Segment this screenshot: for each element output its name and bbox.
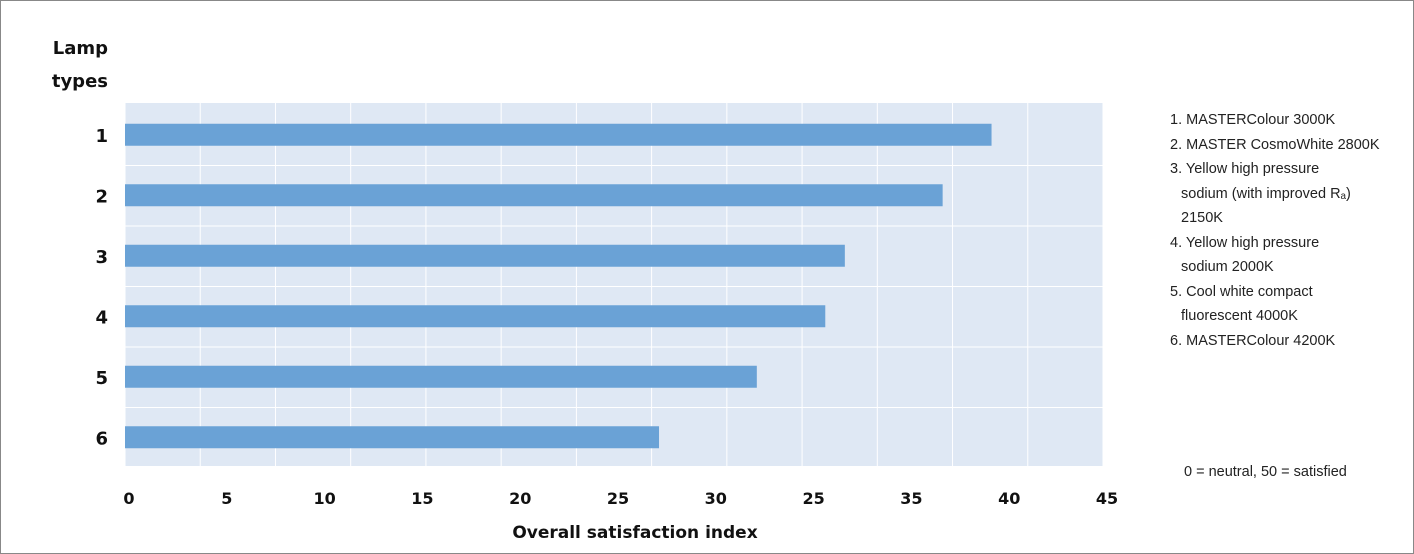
legend-item-text: 1. MASTERColour 3000K (1170, 112, 1336, 128)
bar-lamp-type-5 (125, 365, 757, 388)
x-tick-label: 25 (607, 489, 629, 508)
y-axis-title-line2: types (52, 71, 108, 92)
bar-lamp-type-1 (125, 123, 992, 146)
legend: 1. MASTERColour 3000K 2. MASTER CosmoWhit… (1170, 108, 1380, 353)
x-tick-label: 5 (221, 489, 232, 508)
x-tick-label: 20 (509, 489, 531, 508)
plot-area (125, 103, 1103, 466)
grid-lines (124, 103, 1104, 466)
legend-item-text: 3. Yellow high pressure (1170, 161, 1320, 177)
x-tick-label: 15 (411, 489, 433, 508)
x-tick-label: 30 (705, 489, 727, 508)
bar-lamp-type-2 (125, 184, 943, 207)
bar-lamp-type-3 (125, 244, 845, 267)
y-tick-labels: 1 2 3 4 5 6 (95, 126, 108, 450)
y-tick-label: 2 (95, 186, 108, 207)
legend-item-text: 5. Cool white compact (1170, 283, 1313, 300)
legend-item-text: sodium (with improved Rₐ) (1181, 185, 1351, 202)
legend-item-text: 6. MASTERColour 4200K (1170, 332, 1336, 349)
scale-note: 0 = neutral, 50 = satisfied (1184, 464, 1347, 480)
bars (125, 123, 992, 449)
legend-item-text: sodium 2000K (1181, 259, 1274, 275)
x-tick-labels: 0 5 10 15 20 25 30 25 35 40 45 (123, 489, 1118, 508)
x-tick-label: 40 (998, 489, 1020, 508)
legend-item-text: 2. MASTER CosmoWhite 2800K (1170, 136, 1380, 153)
y-tick-label: 3 (95, 247, 108, 268)
legend-item-1: 1. MASTERColour 3000K (1170, 108, 1380, 133)
bar-lamp-type-6 (125, 426, 660, 449)
legend-item-6: 6. MASTERColour 4200K (1170, 329, 1380, 354)
legend-item-3: 3. Yellow high pressure sodium (with impr… (1170, 157, 1380, 231)
legend-item-text: fluorescent 4000K (1181, 308, 1298, 324)
y-tick-label: 1 (95, 126, 108, 147)
legend-item-4: 4. Yellow high pressure sodium 2000K (1170, 231, 1380, 280)
x-tick-label: 45 (1096, 489, 1118, 508)
y-tick-label: 6 (95, 428, 108, 449)
legend-item-2: 2. MASTER CosmoWhite 2800K (1170, 133, 1380, 158)
y-axis-title-line1: Lamp (53, 38, 108, 59)
legend-item-5: 5. Cool white compact fluorescent 4000K (1170, 280, 1380, 329)
bar-lamp-type-4 (125, 305, 826, 328)
x-tick-label: 0 (123, 489, 134, 508)
legend-item-text: 4. Yellow high pressure (1170, 234, 1320, 251)
x-tick-label: 25 (802, 489, 824, 508)
x-tick-label: 10 (313, 489, 335, 508)
legend-item-text: 2150K (1181, 210, 1223, 226)
y-tick-label: 5 (95, 368, 108, 389)
x-tick-label: 35 (900, 489, 922, 508)
y-tick-label: 4 (95, 307, 108, 328)
x-axis-title: Overall satisfaction index (512, 523, 757, 543)
